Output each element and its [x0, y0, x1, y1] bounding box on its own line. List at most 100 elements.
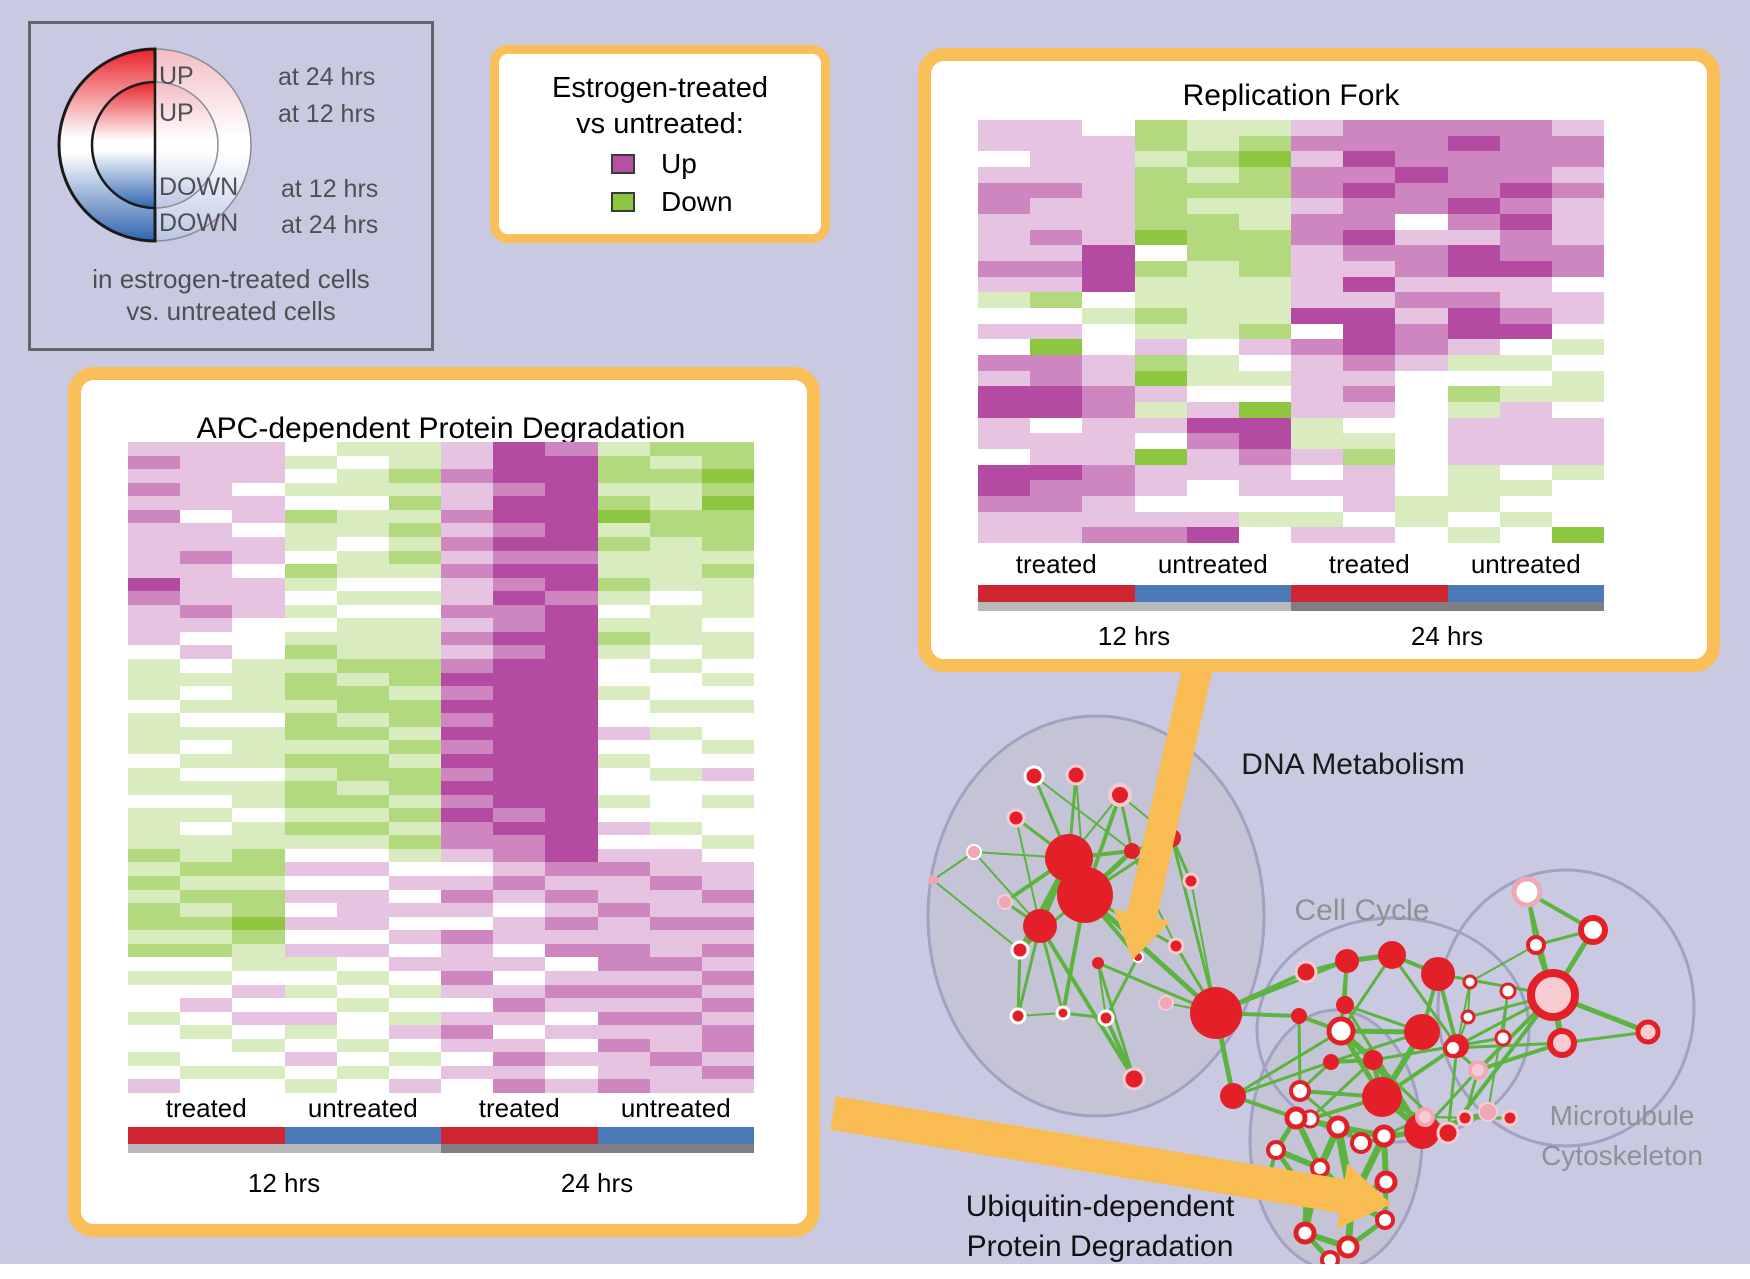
heatmap-cell	[649, 1065, 702, 1080]
heatmap-cell	[978, 527, 1031, 543]
heatmap-cell	[1030, 370, 1083, 387]
heatmap-cell	[493, 876, 546, 890]
heatmap-cell	[545, 767, 598, 782]
heatmap-cell	[232, 821, 285, 836]
heatmap-cell	[232, 726, 285, 741]
heatmap-cell	[232, 808, 285, 822]
heatmap-cell	[1551, 245, 1604, 261]
heatmap-cell	[388, 713, 441, 727]
heatmap-cell	[1082, 182, 1135, 199]
heatmap-cell	[701, 753, 754, 768]
heatmap-cell	[597, 889, 650, 904]
heatmap-cell	[1082, 417, 1135, 434]
heatmap-cell	[649, 591, 702, 605]
heatmap-cell	[388, 726, 441, 741]
heatmap-cell	[493, 862, 546, 876]
heatmap-cell	[649, 767, 702, 782]
heatmap-cell	[1082, 464, 1135, 481]
heatmap-cell	[493, 726, 546, 741]
heatmap-cell	[388, 564, 441, 578]
network-edge	[1096, 962, 1136, 1080]
heatmap-cell	[701, 835, 754, 849]
heatmap-cell	[701, 604, 754, 619]
heatmap-cell	[1291, 135, 1344, 152]
heatmap-cell	[388, 659, 441, 673]
heatmap-cell	[1238, 339, 1291, 355]
heatmap-cell	[336, 699, 389, 714]
heatmap-cell	[597, 862, 650, 876]
heatmap-cell	[1186, 370, 1239, 387]
heatmap-cell	[180, 998, 233, 1012]
heatmap-cell	[336, 998, 389, 1012]
heatmap-cell	[1238, 433, 1291, 449]
heatmap-cell	[1343, 433, 1396, 449]
heatmap-cell	[1551, 214, 1604, 230]
heatmap-cell	[545, 469, 598, 483]
heatmap-cell	[128, 442, 181, 456]
heatmap-cell	[388, 469, 441, 483]
heatmap-cell	[649, 631, 702, 646]
heatmap-cell	[388, 753, 441, 768]
heatmap-cell	[493, 930, 546, 944]
heatmap-cell	[701, 767, 754, 782]
heatmap-cell	[1395, 480, 1448, 496]
heatmap-cell	[1499, 386, 1552, 402]
heatmap-cell	[284, 604, 337, 619]
heatmap-cell	[441, 1025, 494, 1039]
heatmap-cell	[1082, 120, 1135, 136]
heatmap-cell	[128, 564, 181, 578]
heatmap-cell	[1499, 355, 1552, 371]
heatmap-cell	[1030, 120, 1083, 136]
heatmap-cell	[701, 455, 754, 470]
network-node	[928, 875, 938, 885]
heatmap-cell	[284, 848, 337, 863]
heatmap-cell	[336, 536, 389, 551]
heatmap-cell	[1395, 496, 1448, 512]
heatmap-cell	[1291, 527, 1344, 543]
heatmap-cell	[128, 862, 181, 876]
heatmap-cell	[128, 645, 181, 659]
heatmap-cell	[1238, 449, 1291, 465]
heatmap-cell	[1499, 433, 1552, 449]
heatmap-cell	[649, 659, 702, 673]
heatmap-cell	[284, 1052, 337, 1066]
heatmap-cell	[493, 835, 546, 849]
heatmap-cell	[128, 1052, 181, 1066]
heatmap-cell	[1082, 527, 1135, 543]
network-node	[1443, 1038, 1463, 1058]
heatmap-cell	[1238, 261, 1291, 277]
heatmap-cell	[1499, 198, 1552, 214]
heatmap-cell	[388, 876, 441, 890]
heatmap-cell	[545, 1052, 598, 1066]
heatmap-cell	[1291, 120, 1344, 136]
heatmap-cell	[232, 998, 285, 1012]
heatmap-cell	[441, 889, 494, 904]
heatmap-cell	[597, 577, 650, 592]
network-edge	[1469, 944, 1537, 983]
network-node	[1415, 1107, 1435, 1127]
apc-time-label-12hrs: 12 hrs	[247, 1168, 321, 1198]
heatmap-cell	[1447, 355, 1500, 371]
heatmap-cell	[232, 523, 285, 537]
heatmap-cell	[336, 1065, 389, 1080]
heatmap-cell	[128, 672, 181, 687]
heatmap-cell	[1343, 229, 1396, 246]
treatment-bar-segment	[128, 1127, 285, 1149]
heatmap-cell	[1395, 214, 1448, 230]
heatmap-cell	[180, 672, 233, 687]
heatmap-cell	[1291, 167, 1344, 183]
heatmap-cell	[701, 876, 754, 890]
heatmap-cell	[1238, 527, 1291, 543]
rf-treatment-bars	[978, 585, 1604, 607]
heatmap-cell	[1447, 339, 1500, 355]
network-node	[1578, 915, 1608, 945]
updown-legend-box: Estrogen-treated vs untreated: Up Down	[490, 45, 830, 243]
heatmap-cell	[128, 848, 181, 863]
heatmap-cell	[284, 645, 337, 659]
heatmap-cell	[284, 1011, 337, 1026]
heatmap-cell	[1134, 527, 1187, 543]
heatmap-cell	[128, 618, 181, 632]
heatmap-cell	[180, 699, 233, 714]
heatmap-cell	[232, 496, 285, 510]
heatmap-cell	[336, 713, 389, 727]
